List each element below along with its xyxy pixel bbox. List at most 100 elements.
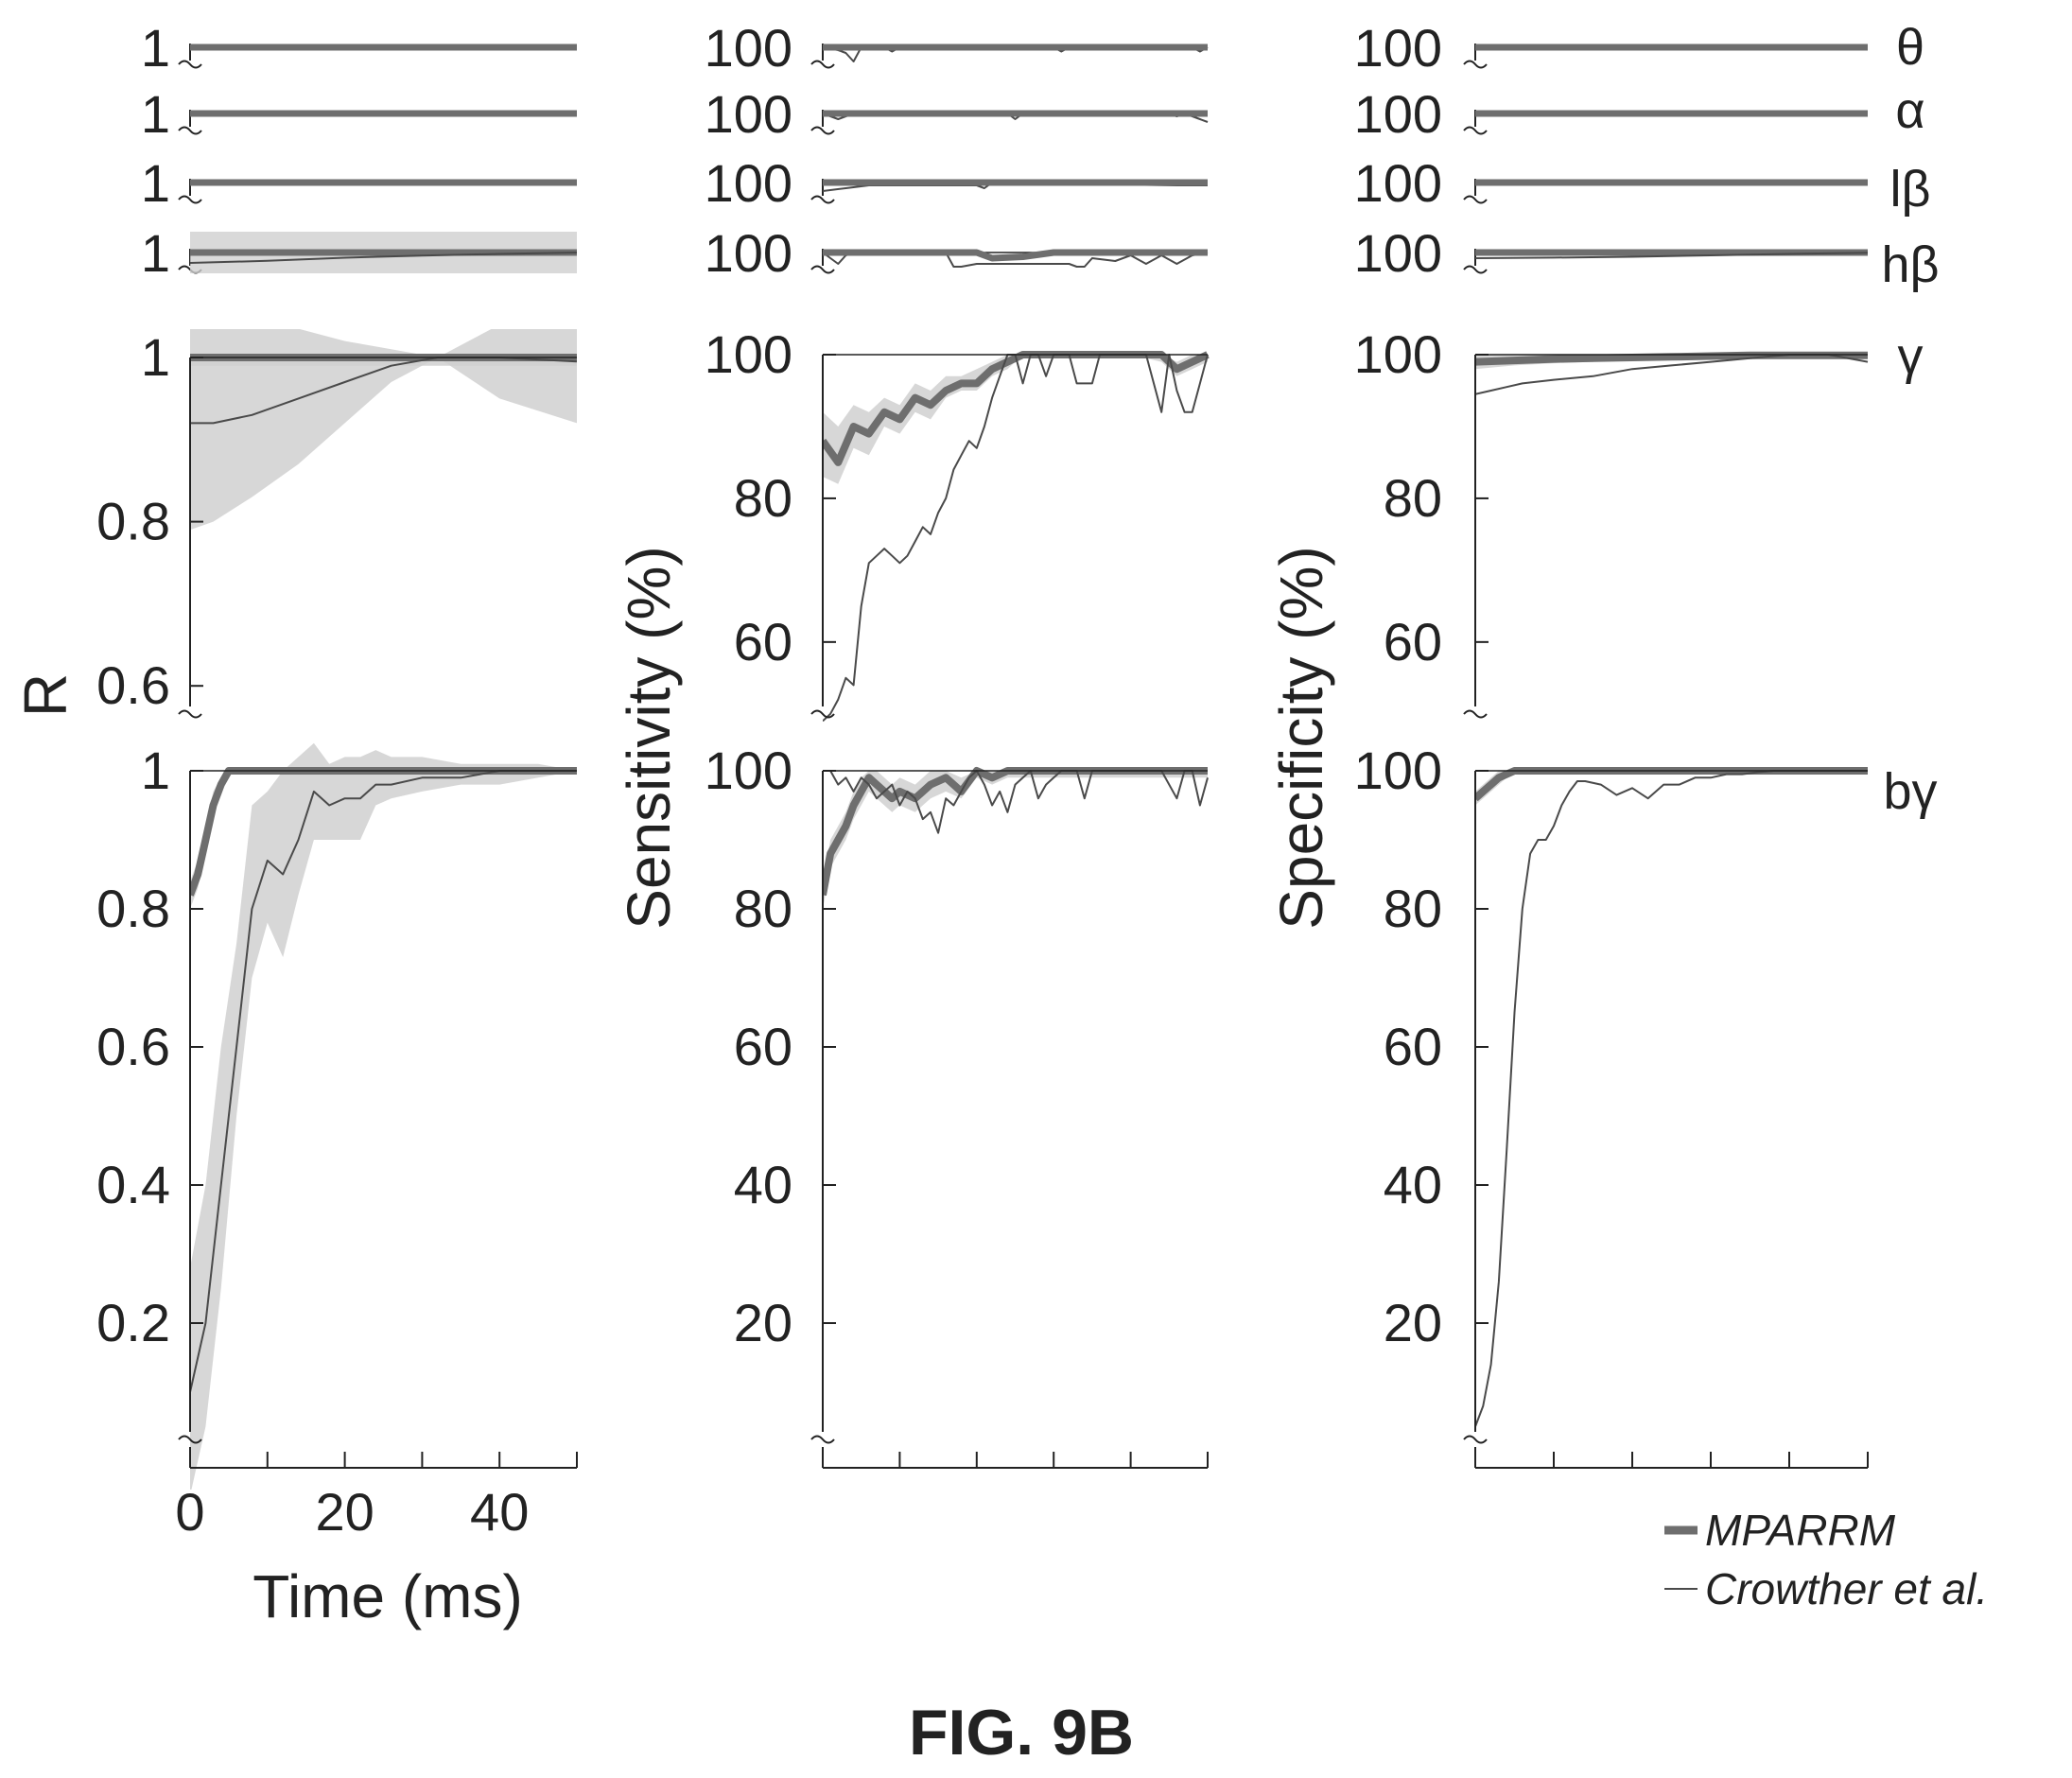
- y-axis-title-r: R: [11, 673, 79, 717]
- sensitivity-bgamma-panel: 100 80 60 40 20: [705, 741, 1209, 1469]
- y-tick-label: 80: [734, 468, 792, 528]
- mparrm-line: [1475, 351, 1868, 366]
- axis-break-icon: [1463, 126, 1488, 135]
- row-label-bgamma: bγ: [1883, 763, 1937, 820]
- plot-body: [823, 351, 1210, 723]
- y-tick-label: 1: [141, 741, 170, 800]
- strip-lbeta: 100: [1354, 153, 1868, 213]
- strip-tick-label: 100: [705, 153, 792, 213]
- y-tick-label: 100: [1354, 741, 1442, 800]
- plot-area: 111110010010010010010010010010.80.610080…: [11, 18, 1940, 1630]
- y-tick-label: 60: [1384, 1017, 1442, 1076]
- strip-tick-label: 100: [1354, 18, 1442, 78]
- strip-tick-label: 100: [1354, 84, 1442, 144]
- x-axis-title: Time (ms): [252, 1562, 523, 1630]
- axis-break-icon: [1463, 709, 1488, 719]
- x-tick-label: 0: [175, 1482, 204, 1542]
- axis-break-icon: [178, 195, 202, 204]
- strip-alpha: 100: [705, 84, 1209, 144]
- legend-mparrm-label: MPARRM: [1705, 1506, 1896, 1555]
- y-tick-label: 80: [1384, 468, 1442, 528]
- plot-body: [190, 329, 578, 531]
- x-tick-label: 20: [315, 1482, 374, 1542]
- y-tick-label: 20: [734, 1293, 792, 1352]
- legend-crowther-label: Crowther et al.: [1705, 1564, 1988, 1613]
- strip-alpha: 100: [1354, 84, 1868, 144]
- axis-break-icon: [810, 1435, 835, 1444]
- plot-body: [823, 767, 1209, 909]
- strip-tick-label: 100: [705, 223, 792, 283]
- row-label-lbeta: lβ: [1889, 161, 1930, 218]
- y-tick-label: 20: [1384, 1293, 1442, 1352]
- x-tick-label: 40: [470, 1482, 529, 1542]
- legend: MPARRM Crowther et al.: [1664, 1506, 1988, 1613]
- plot-body: [190, 742, 577, 1490]
- strip-tick-label: 1: [141, 153, 170, 213]
- crowther-line: [190, 770, 577, 1393]
- axis-break-icon: [810, 265, 835, 274]
- strip-alpha: 1: [141, 84, 577, 144]
- strip-tick-label: 1: [141, 84, 170, 144]
- y-tick-label: 1: [141, 327, 170, 387]
- figure-caption: FIG. 9B: [909, 1697, 1134, 1769]
- y-tick-label: 100: [705, 324, 792, 384]
- sensitivity-gamma-panel: 100 80 60: [705, 324, 1210, 723]
- strip-lbeta: 100: [705, 153, 1208, 213]
- y-tick-label: 100: [705, 741, 792, 800]
- strip-lbeta: 1: [141, 153, 577, 213]
- confidence-band-mparrm: [1475, 771, 1868, 806]
- y-tick-label: 60: [734, 1017, 792, 1076]
- y-tick-label: 0.2: [96, 1293, 170, 1352]
- crowther-line: [1474, 252, 1869, 259]
- axis-break-icon: [178, 1435, 202, 1444]
- strip-tick-label: 100: [705, 18, 792, 78]
- y-tick-label: 0.6: [96, 655, 170, 715]
- y-tick-label: 0.6: [96, 1017, 170, 1076]
- axis-break-icon: [178, 709, 202, 719]
- row-label-gamma: γ: [1898, 328, 1924, 385]
- confidence-band-mparrm: [823, 771, 1208, 909]
- axis-break-icon: [178, 126, 202, 135]
- x-axis: 0 20 40: [175, 1447, 578, 1542]
- strip-theta: 1: [141, 18, 577, 78]
- y-tick-label: 80: [734, 879, 792, 938]
- y-tick-label: 0.8: [96, 879, 170, 938]
- mparrm-line: [823, 767, 1208, 897]
- r-bgamma-panel: 1 0.8 0.6 0.4 0.2 0 20 40: [96, 741, 578, 1542]
- y-tick-label: 80: [1384, 879, 1442, 938]
- confidence-band-crowther: [190, 742, 577, 1490]
- strip-hbeta: 100: [705, 223, 1209, 283]
- x-axis: [822, 1447, 1209, 1469]
- axis-break-icon: [178, 60, 202, 69]
- confidence-band-mparrm: [823, 355, 1208, 484]
- row-label-hbeta: hβ: [1881, 236, 1939, 293]
- row-label-alpha: α: [1895, 82, 1924, 139]
- plot-body: [1475, 351, 1869, 395]
- y-axis-title-sensitivity: Sensitivity (%): [615, 546, 683, 929]
- y-tick-label: 100: [1354, 324, 1442, 384]
- strip-tick-label: 1: [141, 18, 170, 78]
- y-tick-label: 0.4: [96, 1155, 170, 1214]
- strip-tick-label: 100: [705, 84, 792, 144]
- row-label-theta: θ: [1896, 19, 1924, 76]
- strip-tick-label: 100: [1354, 223, 1442, 283]
- y-tick-label: 40: [1384, 1155, 1442, 1214]
- axis-break-icon: [1463, 265, 1488, 274]
- strip-theta: 100: [705, 18, 1209, 78]
- strip-tick-label: 100: [1354, 153, 1442, 213]
- axis-break-icon: [810, 126, 835, 135]
- axis-break-icon: [810, 60, 835, 69]
- y-tick-label: 60: [734, 612, 792, 671]
- specificity-bgamma-panel: 100 80 60 40 20: [1354, 741, 1869, 1469]
- confidence-band-crowther: [190, 329, 577, 531]
- y-tick-label: 60: [1384, 612, 1442, 671]
- specificity-gamma-panel: 100 80 60: [1354, 324, 1869, 719]
- axis-break-icon: [810, 195, 835, 204]
- y-tick-label: 40: [734, 1155, 792, 1214]
- plot-body: [1475, 767, 1868, 1427]
- r-gamma-panel: 1 0.8 0.6: [96, 327, 578, 719]
- strip-hbeta: 100: [1354, 223, 1869, 283]
